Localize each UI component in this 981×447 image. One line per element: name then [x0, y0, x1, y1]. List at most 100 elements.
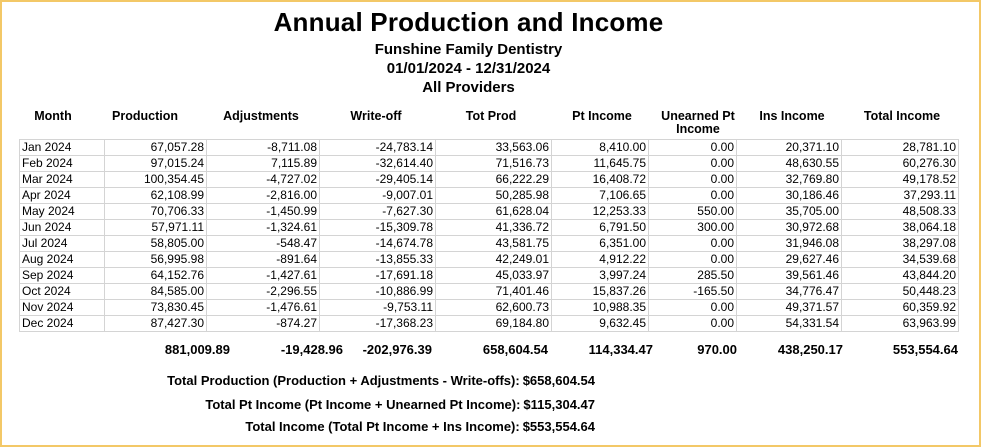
value-cell: 7,115.89 [206, 155, 320, 172]
value-cell: 38,297.08 [841, 235, 959, 252]
value-cell: 71,401.46 [435, 283, 552, 300]
month-cell: Nov 2024 [19, 299, 105, 316]
table-row: Nov 2024 73,830.45 -1,476.61 -9,753.11 62,60… [19, 299, 959, 316]
practice-name: Funshine Family Dentistry [374, 41, 563, 58]
summary-total-income: Total Income (Total Pt Income + Ins Inco… [245, 419, 595, 434]
value-cell: 62,108.99 [104, 187, 207, 204]
table-row: Mar 2024 100,354.45 -4,727.02 -29,405.14 66,… [19, 171, 959, 188]
month-cell: Jul 2024 [19, 235, 105, 252]
value-cell: 6,351.00 [551, 235, 649, 252]
value-cell: -10,886.99 [319, 283, 436, 300]
value-cell: 0.00 [648, 187, 737, 204]
table-row: Aug 2024 56,995.98 -891.64 -13,855.33 42,249… [19, 251, 959, 268]
value-cell: 54,331.54 [736, 315, 842, 332]
date-range: 01/01/2024 - 12/31/2024 [386, 60, 551, 77]
value-cell: 3,997.24 [551, 267, 649, 284]
value-cell: 50,285.98 [435, 187, 552, 204]
value-cell: 550.00 [648, 203, 737, 220]
value-cell: -17,368.23 [319, 315, 436, 332]
value-cell: 28,781.10 [841, 139, 959, 156]
value-cell: 73,830.45 [104, 299, 207, 316]
col-header-total-income: Total Income [863, 109, 941, 123]
value-cell: 20,371.10 [736, 139, 842, 156]
month-cell: Mar 2024 [19, 171, 105, 188]
value-cell: 9,632.45 [551, 315, 649, 332]
value-cell: -17,691.18 [319, 267, 436, 284]
value-cell: 34,776.47 [736, 283, 842, 300]
total-adjustments: -19,428.96 [280, 342, 343, 357]
value-cell: 7,106.65 [551, 187, 649, 204]
summary-label: Total Income (Total Pt Income + Ins Inco… [245, 419, 520, 434]
value-cell: 39,561.46 [736, 267, 842, 284]
col-header-tot-prod: Tot Prod [465, 109, 517, 123]
value-cell: 0.00 [648, 139, 737, 156]
value-cell: -9,753.11 [319, 299, 436, 316]
value-cell: -1,324.61 [206, 219, 320, 236]
col-header-ins-income: Ins Income [759, 109, 825, 123]
value-cell: -8,711.08 [206, 139, 320, 156]
value-cell: 30,186.46 [736, 187, 842, 204]
value-cell: 29,627.46 [736, 251, 842, 268]
table-row: Jun 2024 57,971.11 -1,324.61 -15,309.78 41,3… [19, 219, 959, 236]
summary-value: $658,604.54 [522, 373, 595, 388]
production-table: Jan 2024 67,057.28 -8,711.08 -24,783.14 33,5… [19, 139, 959, 332]
value-cell: 285.50 [648, 267, 737, 284]
value-cell: 67,057.28 [104, 139, 207, 156]
value-cell: -1,450.99 [206, 203, 320, 220]
value-cell: -2,296.55 [206, 283, 320, 300]
value-cell: 71,516.73 [435, 155, 552, 172]
value-cell: 58,805.00 [104, 235, 207, 252]
total-pt-income: 114,334.47 [588, 342, 653, 357]
value-cell: 15,837.26 [551, 283, 649, 300]
value-cell: 34,539.68 [841, 251, 959, 268]
value-cell: -1,427.61 [206, 267, 320, 284]
value-cell: 43,844.20 [841, 267, 959, 284]
month-cell: Dec 2024 [19, 315, 105, 332]
value-cell: -9,007.01 [319, 187, 436, 204]
value-cell: 50,448.23 [841, 283, 959, 300]
providers-label: All Providers [422, 79, 515, 96]
summary-total-pt-income: Total Pt Income (Pt Income + Unearned Pt… [205, 397, 595, 412]
value-cell: 62,600.73 [435, 299, 552, 316]
total-unearned-pt-income: 970.00 [697, 342, 737, 357]
value-cell: 0.00 [648, 235, 737, 252]
report-title: Annual Production and Income [273, 7, 664, 37]
value-cell: 84,585.00 [104, 283, 207, 300]
table-row: Jan 2024 67,057.28 -8,711.08 -24,783.14 33,5… [19, 139, 959, 156]
value-cell: 4,912.22 [551, 251, 649, 268]
value-cell: -14,674.78 [319, 235, 436, 252]
col-header-unearned-pt-income: Unearned Pt Income [661, 109, 735, 136]
value-cell: 66,222.29 [435, 171, 552, 188]
month-cell: Jan 2024 [19, 139, 105, 156]
value-cell: -24,783.14 [319, 139, 436, 156]
month-cell: Oct 2024 [19, 283, 105, 300]
month-cell: Feb 2024 [19, 155, 105, 172]
value-cell: -4,727.02 [206, 171, 320, 188]
value-cell: 12,253.33 [551, 203, 649, 220]
value-cell: -548.47 [206, 235, 320, 252]
table-row: Sep 2024 64,152.76 -1,427.61 -17,691.18 45,0… [19, 267, 959, 284]
col-header-pt-income: Pt Income [572, 109, 632, 123]
total-tot-prod: 658,604.54 [482, 342, 548, 357]
value-cell: 8,410.00 [551, 139, 649, 156]
value-cell: 16,408.72 [551, 171, 649, 188]
value-cell: 0.00 [648, 251, 737, 268]
month-cell: Apr 2024 [19, 187, 105, 204]
value-cell: -29,405.14 [319, 171, 436, 188]
month-cell: Sep 2024 [19, 267, 105, 284]
value-cell: -7,627.30 [319, 203, 436, 220]
table-row: May 2024 70,706.33 -1,450.99 -7,627.30 61,62… [19, 203, 959, 220]
value-cell: 35,705.00 [736, 203, 842, 220]
value-cell: -874.27 [206, 315, 320, 332]
table-row: Apr 2024 62,108.99 -2,816.00 -9,007.01 50,28… [19, 187, 959, 204]
summary-total-production: Total Production (Production + Adjustmen… [167, 373, 595, 388]
value-cell: 41,336.72 [435, 219, 552, 236]
value-cell: -165.50 [648, 283, 737, 300]
value-cell: -13,855.33 [319, 251, 436, 268]
table-row: Oct 2024 84,585.00 -2,296.55 -10,886.99 71,4… [19, 283, 959, 300]
value-cell: 63,963.99 [841, 315, 959, 332]
value-cell: 49,371.57 [736, 299, 842, 316]
value-cell: 37,293.11 [841, 187, 959, 204]
col-header-adjustments: Adjustments [223, 109, 299, 123]
